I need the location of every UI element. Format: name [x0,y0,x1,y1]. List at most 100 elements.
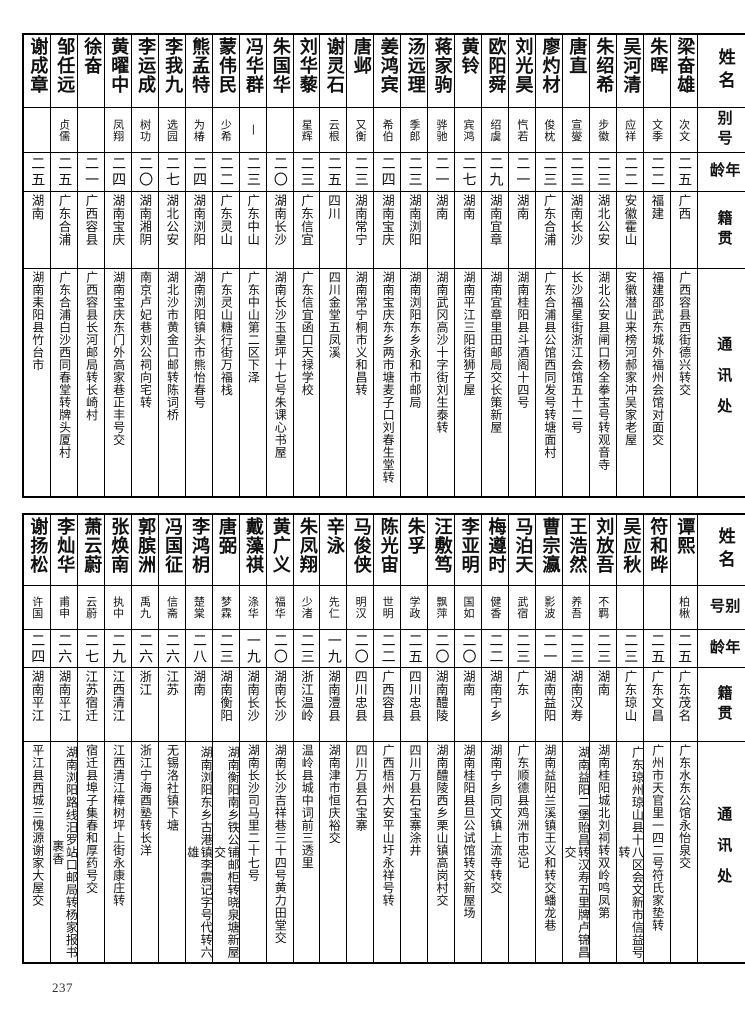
name-value: 谢扬松 [27,517,49,574]
name-value: 谭熙 [674,517,696,555]
address-value: 湖南耒阳县竹台市 [30,271,45,371]
cell-alias: 文季 [642,107,671,153]
cell-alias: 宣燮 [562,107,591,153]
address-value: 湖南宝庆东乡两市塘麦子口刘春生堂转 [381,271,396,484]
cell-alias [615,585,644,630]
address-value: 湖南浏阳路线汨罗站口邮局转杨家报书裹香 [50,745,78,959]
name-value: 唐邺 [350,37,372,75]
cell-age: 二二 [615,152,644,192]
cell-address: 广东琼州琼山县十八区会文新市信益号转 [615,741,644,964]
name-value: 梁奋雄 [674,37,696,94]
cell-origin: 湖南宁乡 [481,667,510,742]
address-value: 湖南宁乡同文镇上流寺转交 [488,744,503,894]
cell-address: 湖南益阳二堡贻昌转汉寿五里牌卢锦昌交 [562,741,591,964]
cell-address: 广西容县长河邮局转长崎村 [76,268,105,498]
cell-address: 湖南长沙吉祥巷三十四号黄力田堂交 [265,741,294,964]
cell-origin: 湖南衡阳 [211,667,240,742]
cell-origin: 江苏 [157,667,186,742]
address-value: 福建邵武东城外福州会馆对面交 [650,271,665,446]
origin-value: 湖南 [29,194,45,220]
alias-value [78,109,103,152]
alias-value [24,109,49,152]
alias-value: 宾鸿 [461,118,475,142]
name-value: 朱孚 [404,517,426,555]
cell-name: 郭膑洲 [130,513,159,586]
cell-name: 李鸿枂 [184,513,213,586]
address-value: 湖南醴陵西乡栗山镇高岗村交 [435,744,449,907]
alias-value: 希伯 [381,118,395,142]
row-name: 谢扬松 李灿华 萧云蔚 张焕南 郭膑洲 冯国征 李鸿枂 唐弼 戴藻祺 黄广义 朱凤翔 辛泳 马俊侠 陈光宙… [22,513,745,586]
header-cell-age: 年龄 [696,152,745,192]
cell-name: 朱凤翔 [292,513,321,586]
cell-address: 温岭县城中词前三透里 [292,741,321,964]
cell-name: 汪敷笃 [427,513,456,586]
origin-value: 湖南平江 [29,670,45,722]
address-value: 浙江宁海酉塾转长洋 [138,744,153,857]
cell-name: 朱晖 [642,33,671,108]
origin-value: 湖南长沙 [245,670,261,722]
cell-age: 二五 [319,152,348,192]
cell-origin: 广东合浦 [535,191,564,269]
age-value: 二五 [649,632,666,665]
cell-name: 萧云蔚 [76,513,105,586]
age-value: 二六 [164,632,181,665]
name-value: 戴藻祺 [242,517,264,574]
row-origin: 湖南平江 湖南平江 江苏宿迁 江西清江 浙江 江苏 湖南 湖南衡阳 湖南长沙 湖南长沙 浙江温岭 湖南… [22,667,745,742]
row-alias: 许国 甫申 云蔚 执中 禹九 信斋 楚棠 梦霖 涤华 福华 少渚 先仁 明汉 世明 学政 飘萍 国如 健香 武宿 影波… [22,585,745,630]
alias-value: 柏楸 [677,596,691,619]
cell-origin: 浙江温岭 [292,667,321,742]
name-value: 王浩然 [566,517,588,574]
header-cell-address: 通讯处 [696,268,745,498]
address-value: 四川万县石宝寨涂井 [408,744,423,857]
alias-value: 不羁 [596,596,610,619]
cell-age: 二三 [400,152,429,192]
age-value: 二〇 [271,156,288,188]
cell-name: 朱绍希 [589,33,617,108]
cell-origin: 湖南 [22,191,51,269]
cell-age: 二〇 [427,629,456,668]
cell-name: 谢成章 [22,33,51,108]
address-value: 湖南武冈高沙十字街刘生泰转 [435,271,449,434]
cell-name: 谢扬松 [22,513,51,586]
alias-value: 少希 [219,118,233,142]
age-value: 二五 [29,156,46,188]
cell-age: 二五 [669,152,698,192]
cell-origin: 湖南益阳 [535,667,564,742]
address-value: 湖南宜章里田邮局交长策新屋 [488,271,503,434]
cell-name: 蒙伟民 [211,33,240,108]
cell-alias: 绍虞 [481,107,510,153]
age-value: 二〇 [271,632,288,665]
cell-origin: 湖南 [184,667,213,742]
alias-value: 为椿 [192,118,206,142]
address-value: 湖南益阳二堡贻昌转汉寿五里牌卢锦昌交 [563,745,590,959]
cell-name: 王浩然 [562,513,591,586]
cell-alias: 武宿 [508,585,537,630]
cell-age: 二六 [49,629,78,668]
cell-address: 湖北公安县闸口杨全拳宝号转观音寺 [589,268,617,498]
alias-value: 文季 [650,118,664,142]
cell-name: 曹宗瀛 [535,513,564,586]
origin-value: 湖南湘阴 [137,194,153,246]
cell-name: 黄铃 [454,33,483,108]
name-value: 梅遵时 [485,517,507,574]
cell-address: 广东合浦县公馆西同发号转塘面村 [535,268,564,498]
header-cell-address: 通讯处 [696,741,745,964]
cell-origin: 湖南 [454,191,483,269]
age-value: 二五 [676,632,693,665]
cell-address: 湖南浏阳镇头市熊怡春号 [184,268,213,498]
address-value: 安徽潜山来榜河郝家冲吴家老屋 [623,271,638,446]
origin-value: 湖南宝庆 [110,194,126,246]
address-value: 湖南桂阳城北刘祠转双岭鸣凤第 [596,744,611,919]
row-age: 二四 二六 二七 二九 二六 二六 二八 二三 一九 二〇 二三 一九 二〇 二二 二五 二〇 二〇 二二 二三 二一… [22,629,745,668]
origin-value: 广东茂名 [676,670,692,722]
cell-name: 冯国征 [157,513,186,586]
cell-age: 二一 [76,152,105,192]
origin-value: 湖南 [595,670,611,696]
cell-address: 广东中山第二区下泽 [238,268,267,498]
cell-origin: 湖南长沙 [562,191,591,269]
cell-alias: 云根 [319,107,348,153]
cell-origin: 四川忠县 [400,667,429,742]
alias-value [644,587,669,629]
cell-name: 廖灼材 [535,33,564,108]
cell-alias: 为椿 [184,107,213,153]
